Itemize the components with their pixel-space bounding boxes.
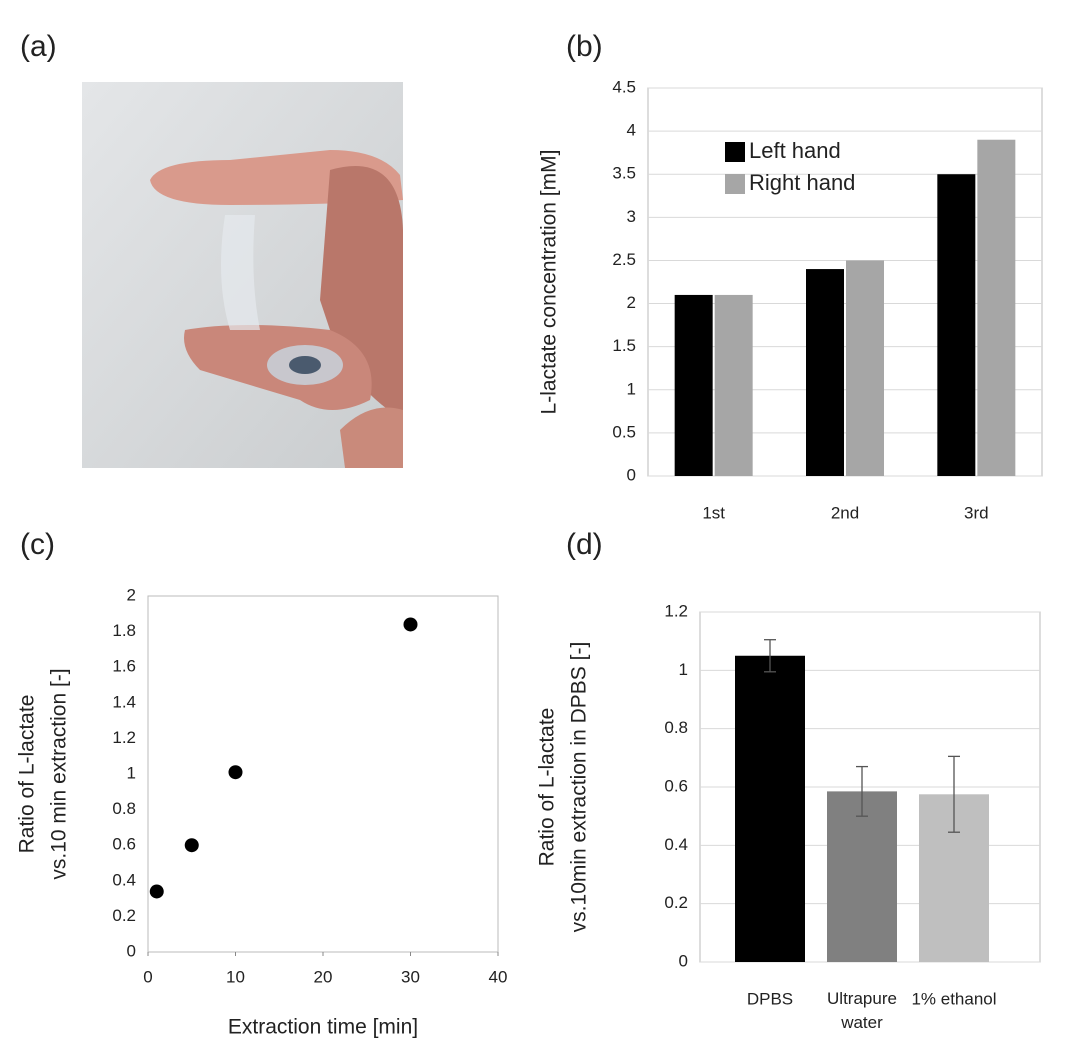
panel-label: (d) <box>566 528 603 561</box>
y-tick-label: 0.2 <box>112 906 136 925</box>
error-bar <box>856 765 868 817</box>
y-axis-title: L-lactate concentration [mM] <box>538 150 561 415</box>
y-tick-label: 4.5 <box>612 77 636 96</box>
bar <box>846 260 884 476</box>
y-tick-label: 0.8 <box>664 718 688 737</box>
y-tick-label: 1.4 <box>112 692 136 711</box>
legend-swatch <box>725 174 745 194</box>
y-tick-label: 3.5 <box>612 164 636 183</box>
bar <box>674 294 713 476</box>
point <box>149 884 164 899</box>
y-tick-label: 1 <box>627 379 636 398</box>
bar <box>977 139 1016 476</box>
panel-label: (a) <box>20 30 57 63</box>
y-tick-label: 0.4 <box>664 835 688 854</box>
bar <box>937 174 976 476</box>
y-tick-label: 0.4 <box>112 870 136 889</box>
y-tick-label: 0 <box>679 951 688 970</box>
plot-frame <box>147 595 499 953</box>
y-tick-label: 0.6 <box>112 835 136 854</box>
x-tick-label: 40 <box>489 967 508 986</box>
y-tick-label: 1.2 <box>112 728 136 747</box>
bar <box>806 269 844 476</box>
bar <box>735 655 805 962</box>
x-tick-line: Ultrapure <box>827 989 897 1008</box>
legend-label: Left hand <box>749 138 841 163</box>
bar <box>714 294 753 476</box>
x-tick-label: 1% ethanol <box>911 989 996 1008</box>
point <box>184 838 199 853</box>
x-tick-label: 2nd <box>831 503 859 522</box>
panel-label: (b) <box>566 30 603 63</box>
y-tick-label: 4 <box>627 121 636 140</box>
y-tick-label: 0.8 <box>112 799 136 818</box>
x-tick-label: 10 <box>226 967 245 986</box>
y-tick-label: 0.2 <box>664 893 688 912</box>
x-tick-label: 30 <box>401 967 420 986</box>
y-tick-label: 3 <box>627 207 636 226</box>
photo <box>82 82 403 468</box>
y-tick-label: 1 <box>679 660 688 679</box>
y-tick-label: 1.2 <box>664 601 688 620</box>
point <box>403 617 418 632</box>
y-tick-label: 0 <box>627 465 636 484</box>
point <box>228 765 243 780</box>
legend-label: Right hand <box>749 170 855 195</box>
x-tick-label: 1st <box>702 503 725 522</box>
y-tick-label: 2 <box>627 293 636 312</box>
y-tick-label: 1.8 <box>112 621 136 640</box>
y-tick-label: 2.5 <box>612 250 636 269</box>
y-tick-label: 1 <box>127 763 136 782</box>
y-axis-title: Ratio of L-lactate <box>16 695 39 854</box>
x-tick-label: Ultrapure water <box>827 989 897 1032</box>
panel-label: (c) <box>20 528 55 561</box>
y-tick-label: 1.6 <box>112 657 136 676</box>
x-tick-label: DPBS <box>747 989 793 1008</box>
y-axis-title: vs.10 min extraction [-] <box>48 668 71 879</box>
y-axis-title: Ratio of L-lactate <box>536 708 559 867</box>
y-tick-label: 0.5 <box>612 422 636 441</box>
error-bar <box>764 639 776 673</box>
y-axis-title: vs.10min extraction in DPBS [-] <box>568 642 591 933</box>
x-tick-label: 20 <box>314 967 333 986</box>
y-tick-label: 0 <box>127 941 136 960</box>
y-tick-label: 0.6 <box>664 776 688 795</box>
x-tick-line: water <box>840 1013 883 1032</box>
legend-swatch <box>725 142 745 162</box>
y-tick-label: 1.5 <box>612 336 636 355</box>
error-bar <box>948 755 960 833</box>
x-axis-title: Extraction time [min] <box>228 1016 418 1038</box>
x-tick-label: 0 <box>143 967 152 986</box>
x-tick-label: 3rd <box>964 503 989 522</box>
bar <box>827 791 897 962</box>
y-tick-label: 2 <box>127 585 136 604</box>
